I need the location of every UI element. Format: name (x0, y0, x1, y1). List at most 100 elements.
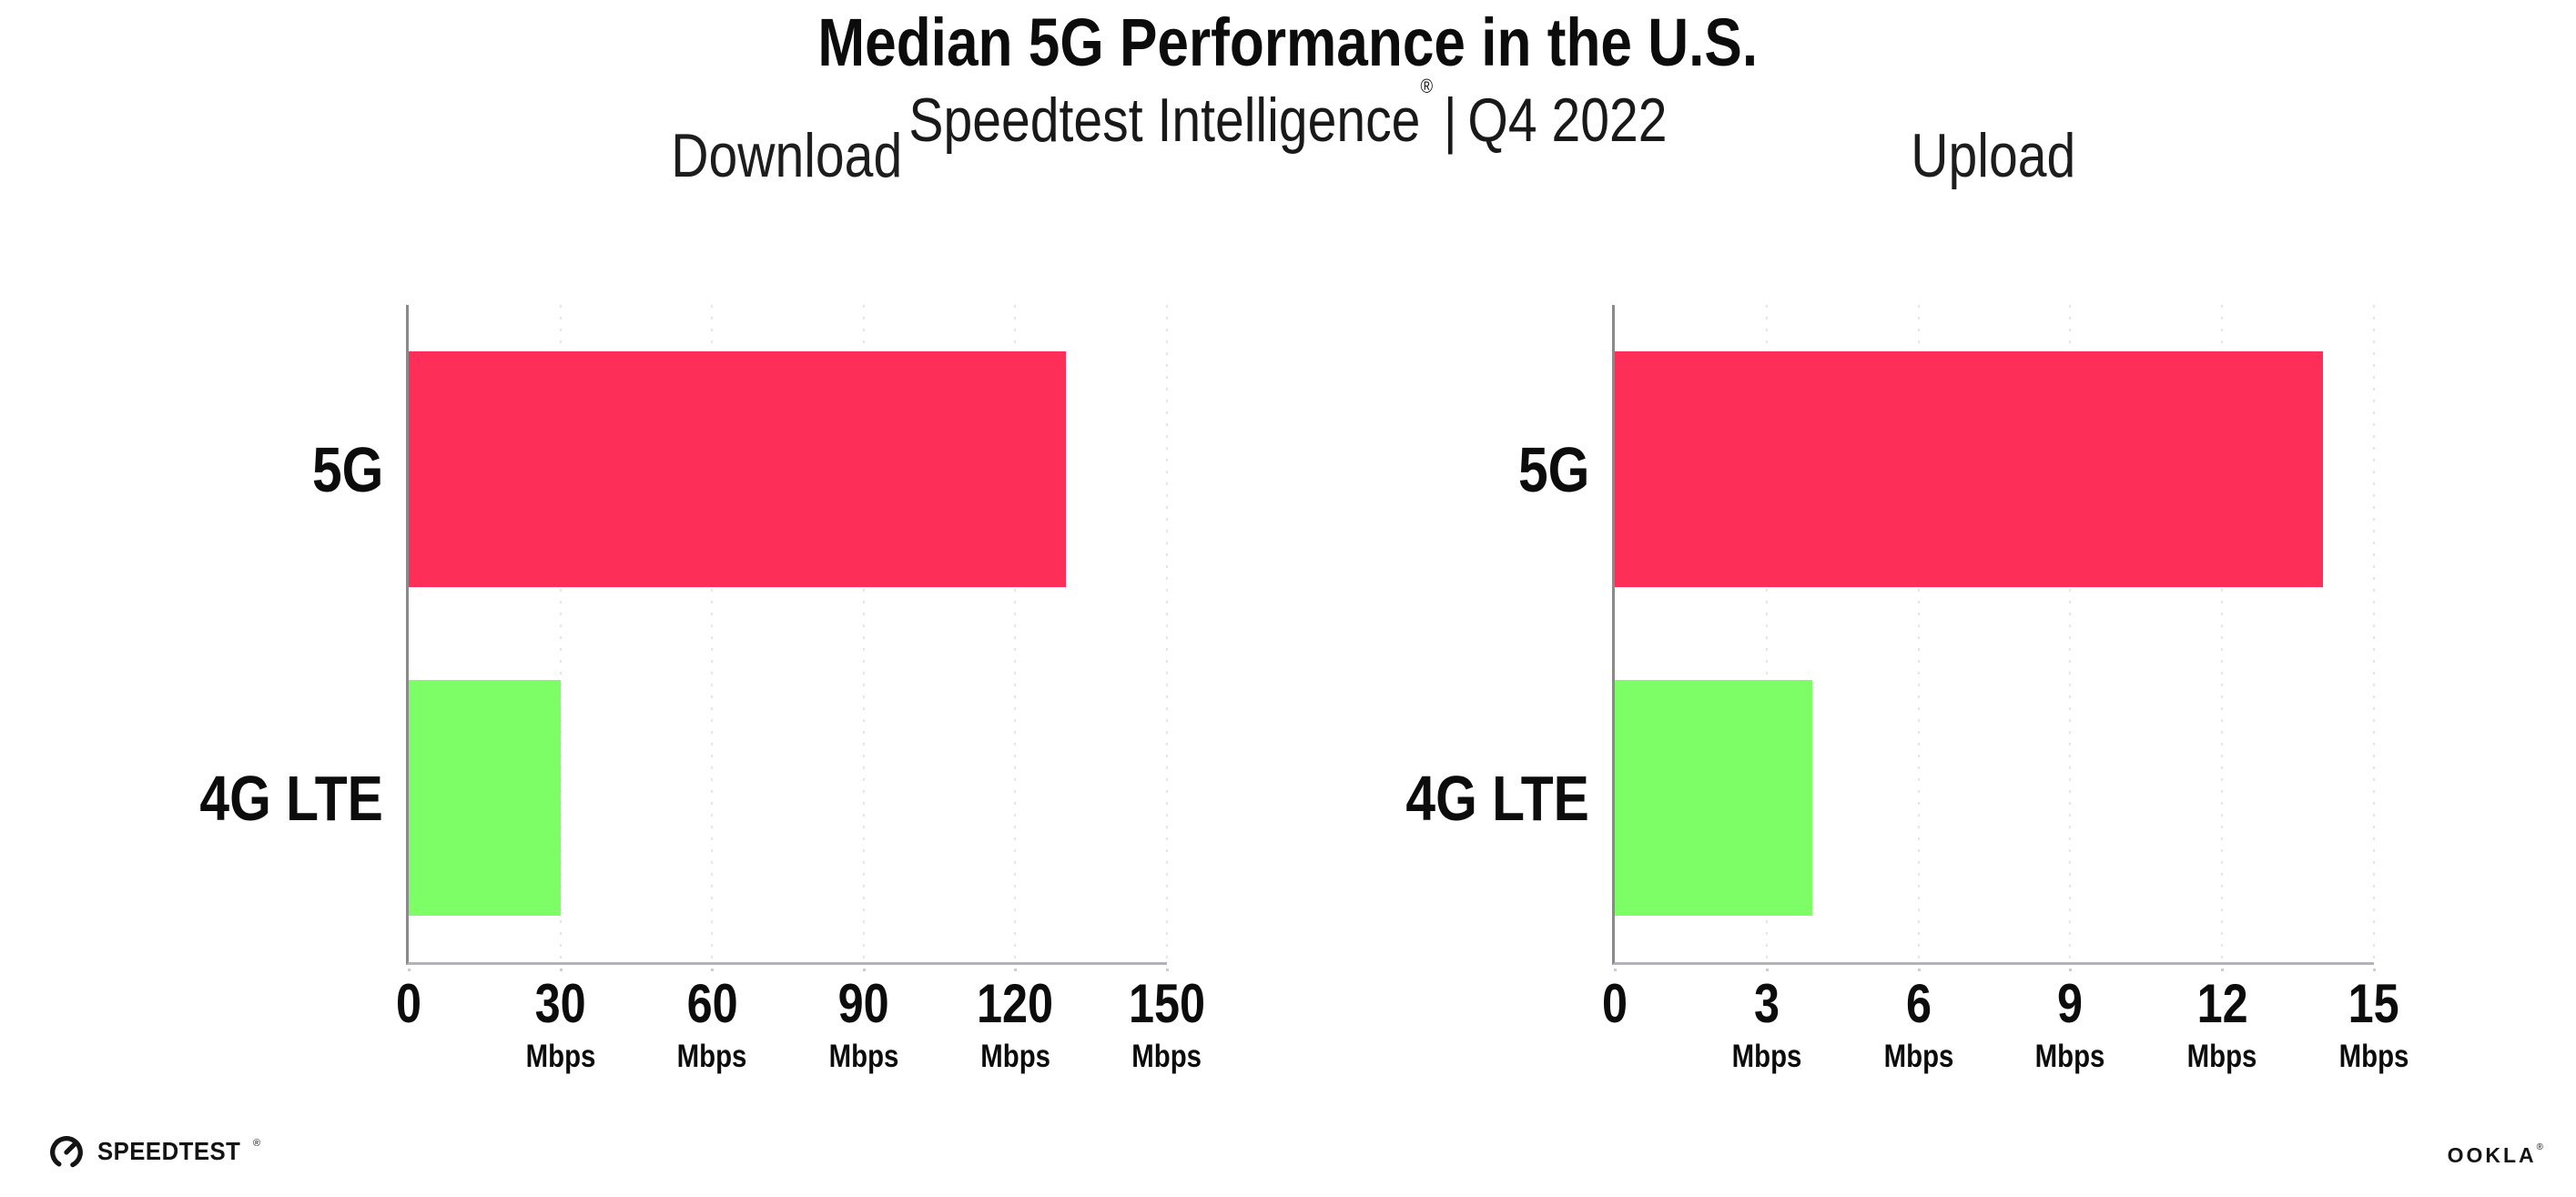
category-label-4g-lte: 4G LTE (1371, 762, 1589, 835)
x-tick: 0 (1599, 977, 1629, 1031)
x-tick-value-text: 12 (2196, 973, 2248, 1034)
ookla-wordmark: OOKLA (2447, 1143, 2537, 1167)
x-tick-value: 9 (2029, 977, 2112, 1031)
speedtest-registered-mark: ® (252, 1137, 261, 1149)
x-tick: 150 Mbps (1121, 977, 1212, 1073)
x-tick-unit-text: Mbps (1731, 1039, 1802, 1074)
tick-mark (1014, 969, 1018, 971)
subtitle-brand: Speedtest Intelligence (908, 86, 1421, 156)
category-label-text: 5G (1517, 433, 1589, 505)
x-tick-value: 0 (393, 977, 423, 1031)
gridline (2221, 305, 2224, 962)
page-subtitle: Speedtest Intelligence® | Q4 2022 (0, 75, 2576, 156)
tick-mark (408, 969, 411, 971)
category-label-text: 4G LTE (1405, 762, 1589, 834)
x-tick-value: 3 (1725, 977, 1808, 1031)
bar-5g (409, 350, 1066, 588)
download-chart-title: Download (406, 120, 1167, 191)
ookla-registered-mark: ® (2536, 1141, 2543, 1152)
x-tick-value: 30 (519, 977, 602, 1031)
x-tick-unit-text: Mbps (525, 1039, 595, 1074)
category-label-5g: 5G (1505, 433, 1589, 506)
x-tick-value: 150 (1121, 977, 1212, 1031)
x-tick-unit: Mbps (2180, 1040, 2263, 1072)
speedtest-wordmark: SPEEDTEST (97, 1137, 241, 1165)
x-tick-value-text: 9 (2057, 973, 2084, 1034)
x-tick-unit-text: Mbps (828, 1039, 899, 1074)
ookla-logo: OOKLA® (2447, 1141, 2543, 1168)
gridline (1917, 305, 1920, 962)
gridline (559, 305, 562, 962)
page-title: Median 5G Performance in the U.S. (0, 5, 2576, 80)
x-tick-value: 6 (1877, 977, 1960, 1031)
tick-mark (1765, 969, 1769, 971)
gridline (1014, 305, 1017, 962)
x-tick-value: 60 (670, 977, 753, 1031)
bar-5g (1615, 350, 2324, 588)
x-tick-unit: Mbps (519, 1040, 602, 1072)
tick-mark (1917, 969, 1921, 971)
x-tick: 15 Mbps (2332, 977, 2415, 1073)
x-tick-value-text: 15 (2348, 973, 2400, 1034)
x-tick-value: 12 (2180, 977, 2263, 1031)
x-tick-unit-text: Mbps (676, 1039, 747, 1074)
x-tick-value-text: 90 (837, 973, 889, 1034)
subtitle-separator: | (1443, 86, 1457, 156)
x-tick-unit: Mbps (969, 1040, 1060, 1072)
page-subtitle-text: Speedtest Intelligence® | Q4 2022 (908, 75, 1668, 156)
x-tick-value-text: 0 (395, 973, 422, 1034)
x-tick-unit-text: Mbps (2186, 1039, 2257, 1074)
x-tick-unit: Mbps (2029, 1040, 2112, 1072)
gridline (711, 305, 714, 962)
upload-chart-title-text: Upload (1910, 121, 2076, 190)
subtitle-period: Q4 2022 (1467, 86, 1668, 156)
x-tick-unit-text: Mbps (2338, 1039, 2409, 1074)
bar-4g-lte (409, 679, 561, 917)
x-tick: 30 Mbps (519, 977, 602, 1073)
x-tick-value: 120 (969, 977, 1060, 1031)
download-chart: Download 0 30 Mbps 60 Mbps 90 Mbps 120 Mbps 150 Mb… (200, 121, 1206, 1072)
x-tick-unit: Mbps (1725, 1040, 1808, 1072)
x-tick-unit: Mbps (822, 1040, 905, 1072)
x-tick-value-text: 60 (686, 973, 738, 1034)
x-tick-unit: Mbps (2332, 1040, 2415, 1072)
x-tick-value-text: 0 (1601, 973, 1628, 1034)
x-tick-value-text: 6 (1905, 973, 1932, 1034)
speedtest-logo: SPEEDTEST ® (47, 1132, 260, 1171)
x-tick: 120 Mbps (969, 977, 1060, 1073)
x-tick-value: 0 (1599, 977, 1629, 1031)
gridline (2069, 305, 2072, 962)
tick-mark (559, 969, 563, 971)
category-label-text: 4G LTE (199, 762, 383, 834)
tick-mark (1166, 969, 1169, 971)
bar-4g-lte (1615, 679, 1812, 917)
x-tick-value-text: 3 (1753, 973, 1780, 1034)
x-tick-unit-text: Mbps (2035, 1039, 2105, 1074)
x-tick: 60 Mbps (670, 977, 753, 1073)
registered-mark: ® (1420, 74, 1434, 97)
tick-mark (711, 969, 715, 971)
download-plot-area: 0 30 Mbps 60 Mbps 90 Mbps 120 Mbps 150 Mbps 5G 4G LT… (200, 305, 1205, 1072)
x-tick-unit: Mbps (1121, 1040, 1212, 1072)
x-tick: 6 Mbps (1877, 977, 1960, 1073)
x-tick-unit: Mbps (1877, 1040, 1960, 1072)
x-tick-value: 90 (822, 977, 905, 1031)
x-tick: 3 Mbps (1725, 977, 1808, 1073)
speedtest-gauge-icon (47, 1132, 86, 1171)
x-tick-value-text: 120 (977, 973, 1054, 1034)
gridline (1765, 305, 1768, 962)
upload-chart: Upload 0 3 Mbps 6 Mbps 9 Mbps 12 Mbps 15 Mbps 5G 4G … (1406, 121, 2409, 1072)
x-tick-unit: Mbps (670, 1040, 753, 1072)
gridline (1166, 305, 1168, 962)
upload-chart-title: Upload (1612, 120, 2374, 191)
tick-mark (2373, 969, 2376, 971)
x-tick: 12 Mbps (2180, 977, 2263, 1073)
x-tick-unit-text: Mbps (1131, 1039, 1202, 1074)
tick-mark (2221, 969, 2225, 971)
x-tick-value: 15 (2332, 977, 2415, 1031)
upload-plot-area: 0 3 Mbps 6 Mbps 9 Mbps 12 Mbps 15 Mbps 5G 4G LTE (1406, 305, 2409, 1072)
category-label-4g-lte: 4G LTE (165, 762, 383, 835)
x-tick: 0 (393, 977, 423, 1031)
x-tick-value-text: 150 (1128, 973, 1206, 1034)
